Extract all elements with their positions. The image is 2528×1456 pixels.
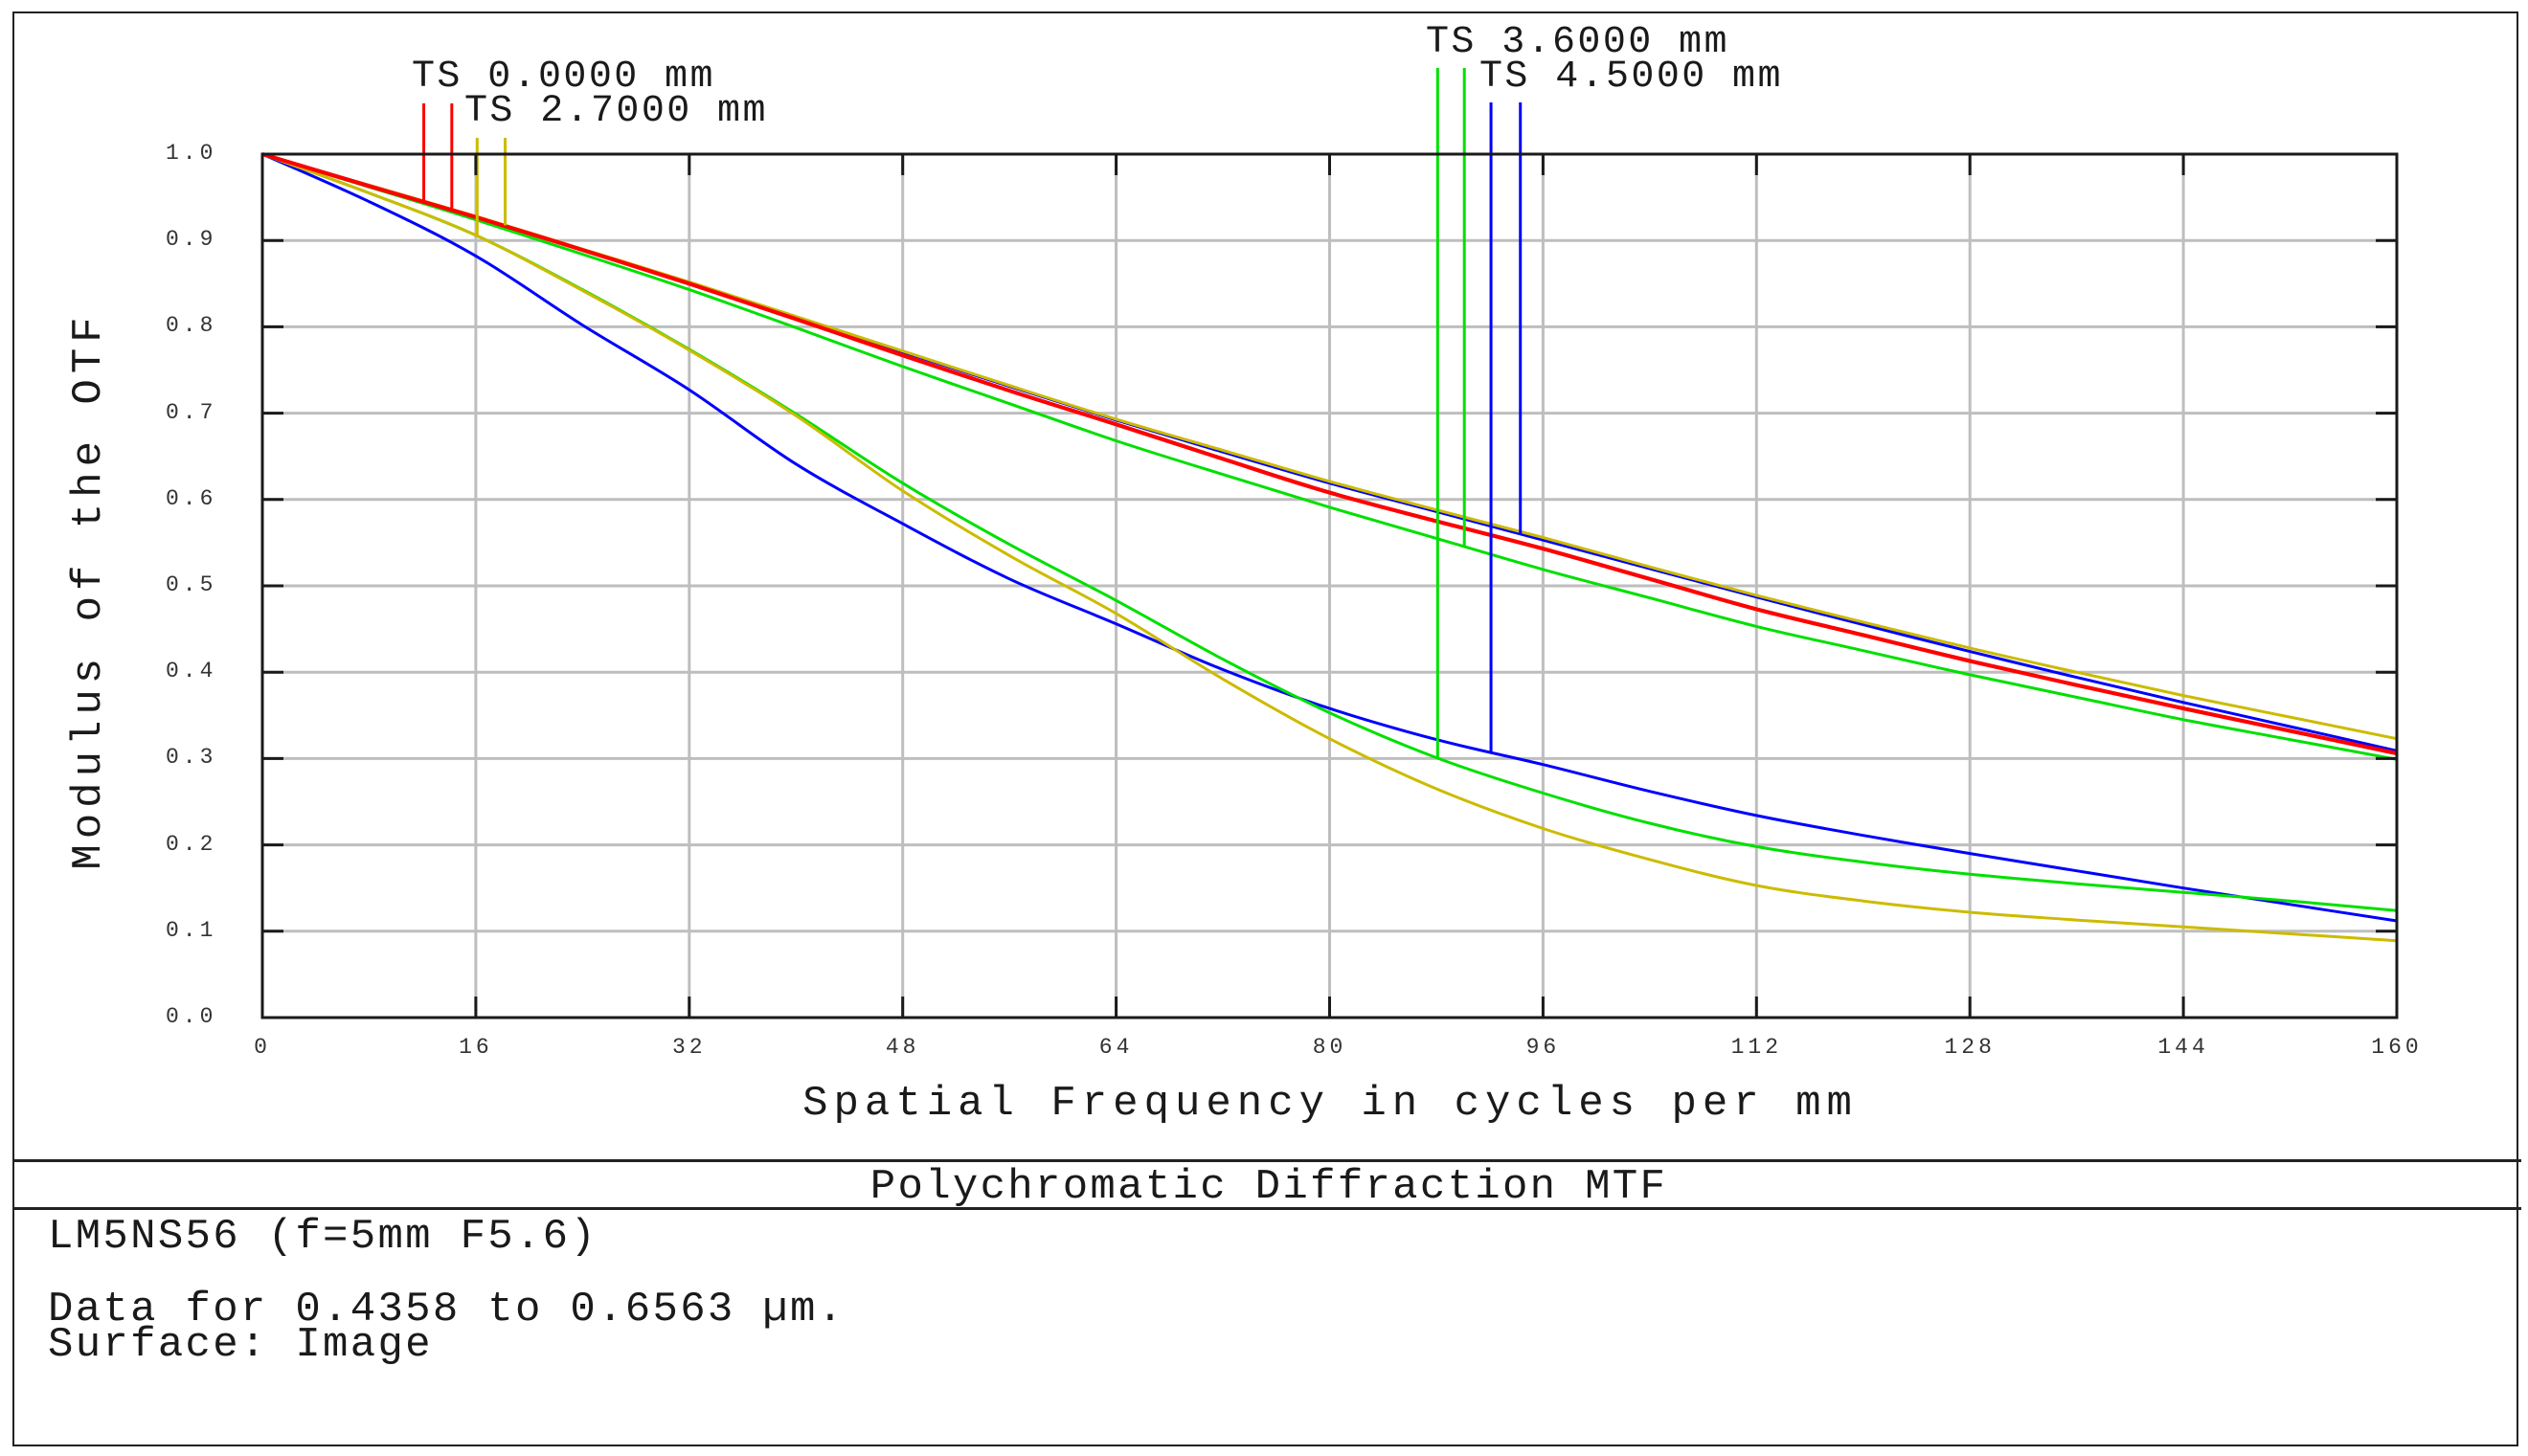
- axis-ticks: [262, 154, 2397, 1018]
- mtf-curve-36000-s: [261, 152, 2398, 761]
- x-axis-title: Spatial Frequency in cycles per mm: [802, 1080, 1858, 1128]
- y-axis-title: Modulus of the OTF: [65, 311, 113, 870]
- y-tick-label: 0.3: [166, 745, 217, 771]
- surface-info: Surface: Image: [48, 1321, 433, 1369]
- x-tick-label: 16: [459, 1035, 493, 1060]
- panel-divider-top: [12, 1159, 2521, 1162]
- x-tick-label: 32: [671, 1035, 707, 1060]
- mtf-curve-27000-t: [261, 152, 2398, 943]
- x-tick-label: 64: [1098, 1035, 1134, 1060]
- chart-title: Polychromatic Diffraction MTF: [869, 1163, 1668, 1211]
- plot-grid: [262, 154, 2397, 1018]
- x-tick-label: 128: [1944, 1035, 1996, 1060]
- legend-label-field-3: TS 4.5000 mm: [1479, 56, 1783, 99]
- wavelength-range: Data for 0.4358 to 0.6563 µm.: [48, 1286, 846, 1333]
- x-tick-label: 48: [885, 1035, 920, 1060]
- y-tick-label: 0.9: [166, 227, 217, 253]
- y-tick-label: 0.2: [166, 831, 217, 857]
- legend-label-field-2: TS 3.6000 mm: [1426, 21, 1729, 64]
- y-tick-label: 0.8: [166, 313, 217, 339]
- x-tick-label: 80: [1312, 1035, 1347, 1060]
- x-tick-label: 96: [1525, 1035, 1561, 1060]
- x-tick-label: 0: [254, 1035, 271, 1060]
- x-tick-label: 160: [2371, 1035, 2423, 1060]
- mtf-curves: [261, 152, 2398, 943]
- y-tick-label: 0.0: [166, 1004, 217, 1029]
- x-tick-label: 144: [2157, 1035, 2209, 1060]
- y-tick-label: 1.0: [166, 141, 217, 166]
- chart-window-frame: [12, 11, 2518, 1446]
- y-tick-label: 0.7: [166, 399, 217, 425]
- lens-name: LM5NS56 (f=5mm F5.6): [48, 1213, 598, 1261]
- y-tick-label: 0.4: [166, 659, 217, 684]
- legend-label-field-0: TS 0.0000 mm: [412, 56, 715, 99]
- y-tick-label: 0.1: [166, 917, 217, 943]
- x-tick-label: 112: [1730, 1035, 1783, 1060]
- panel-divider-bottom: [12, 1207, 2521, 1210]
- y-tick-label: 0.6: [166, 485, 217, 511]
- y-tick-label: 0.5: [166, 572, 217, 597]
- mtf-curve-00000-s: [261, 152, 2398, 755]
- legend-label-field-1: TS 2.7000 mm: [464, 90, 768, 133]
